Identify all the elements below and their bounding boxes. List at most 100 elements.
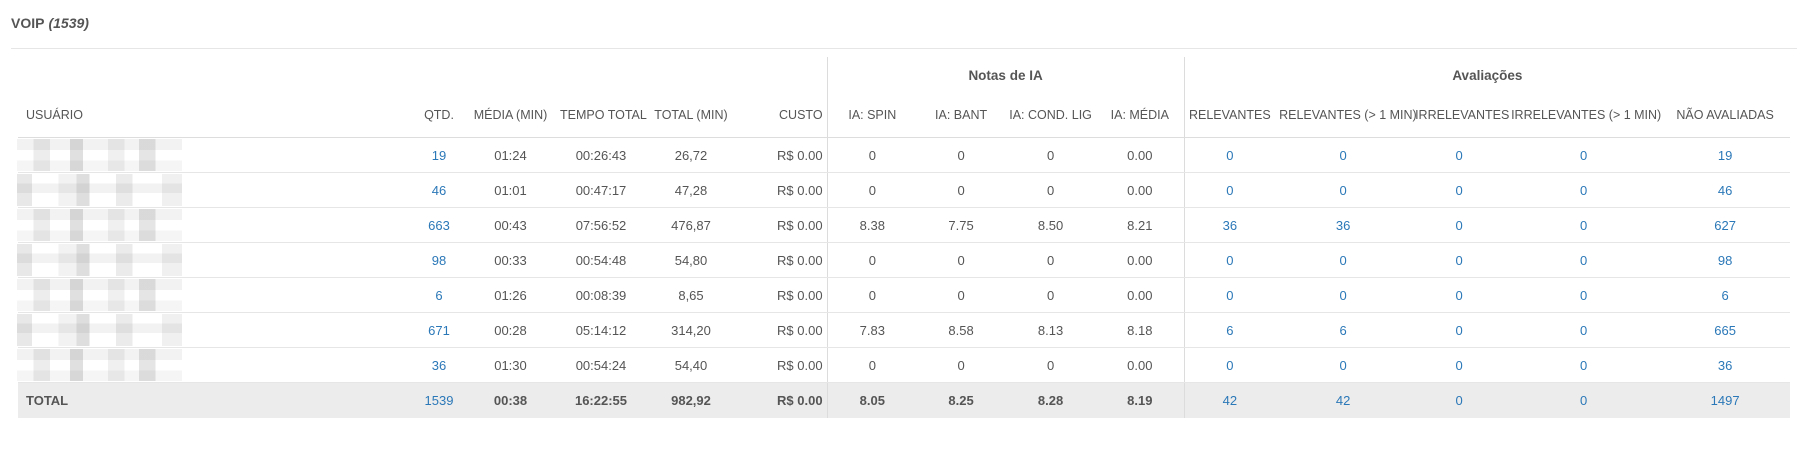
- tempo-total-cell: 07:56:52: [556, 207, 646, 243]
- redacted-avatar-name: [17, 209, 182, 241]
- nao-avaliadas-link[interactable]: 6: [1660, 277, 1791, 313]
- irrelevantes-link[interactable]: 0: [1411, 242, 1508, 278]
- col-header-ia-bant[interactable]: IA: BANT: [917, 93, 1006, 138]
- total-row: TOTAL 1539 00:38 16:22:55 982,92 R$ 0.00 8.05 8…: [18, 382, 1791, 418]
- relevantes-link[interactable]: 0: [1183, 172, 1276, 208]
- total-min-cell: 47,28: [646, 172, 736, 208]
- col-header-irrelevantes[interactable]: IRRELEVANTES: [1411, 93, 1509, 138]
- qtd-link[interactable]: 663: [413, 207, 465, 243]
- irrelevantes-link[interactable]: 0: [1411, 347, 1508, 383]
- qtd-link[interactable]: 19: [413, 137, 465, 173]
- col-header-tempo-total[interactable]: TEMPO TOTAL: [556, 93, 647, 138]
- irrelevantes-1min-link[interactable]: 0: [1507, 172, 1661, 208]
- col-header-media[interactable]: MÉDIA (MIN): [465, 93, 556, 138]
- tempo-total-cell: 16:22:55: [556, 382, 646, 418]
- voip-table: Notas de IA Avaliações USUÁRIO QTD. MÉDI…: [17, 57, 1791, 418]
- custo-cell: R$ 0.00: [736, 382, 828, 418]
- ia-cond-lig-cell: 0: [1005, 137, 1097, 173]
- relevantes-1min-link[interactable]: 0: [1275, 172, 1412, 208]
- redacted-avatar-name: [17, 314, 182, 346]
- relevantes-link[interactable]: 0: [1183, 277, 1276, 313]
- qtd-link[interactable]: 671: [413, 312, 465, 348]
- qtd-link[interactable]: 6: [413, 277, 465, 313]
- panel-title-text: VOIP: [11, 15, 45, 31]
- relevantes-link[interactable]: 42: [1183, 382, 1276, 418]
- ia-media-cell: 8.19: [1096, 382, 1185, 418]
- nao-avaliadas-link[interactable]: 665: [1660, 312, 1791, 348]
- relevantes-link[interactable]: 36: [1183, 207, 1276, 243]
- ia-spin-cell: 0: [826, 277, 918, 313]
- irrelevantes-link[interactable]: 0: [1411, 172, 1508, 208]
- nao-avaliadas-link[interactable]: 46: [1660, 172, 1791, 208]
- group-header-avaliacoes: Avaliações: [1183, 57, 1791, 93]
- relevantes-link[interactable]: 0: [1183, 347, 1276, 383]
- media-cell: 00:33: [465, 242, 556, 278]
- custo-cell: R$ 0.00: [736, 347, 828, 383]
- relevantes-link[interactable]: 6: [1183, 312, 1276, 348]
- col-header-custo[interactable]: CUSTO: [736, 93, 828, 138]
- col-header-usuario[interactable]: USUÁRIO: [18, 93, 413, 138]
- ia-media-cell: 8.21: [1096, 207, 1185, 243]
- col-header-nao-avaliadas[interactable]: NÃO AVALIADAS: [1660, 93, 1791, 138]
- irrelevantes-1min-link[interactable]: 0: [1507, 207, 1661, 243]
- relevantes-1min-link[interactable]: 0: [1275, 137, 1412, 173]
- media-cell: 01:30: [465, 347, 556, 383]
- tempo-total-cell: 00:47:17: [556, 172, 646, 208]
- table-row: 6 01:26 00:08:39 8,65 R$ 0.00 0 0 0 0.00 0 0 0 0 6: [17, 277, 1791, 313]
- nao-avaliadas-link[interactable]: 98: [1660, 242, 1791, 278]
- ia-bant-cell: 8.25: [917, 382, 1006, 418]
- relevantes-1min-link[interactable]: 0: [1275, 277, 1412, 313]
- relevantes-1min-link[interactable]: 0: [1275, 347, 1412, 383]
- col-header-relevantes-1min[interactable]: RELEVANTES (> 1 MIN): [1275, 93, 1417, 138]
- nao-avaliadas-link[interactable]: 19: [1660, 137, 1791, 173]
- qtd-link[interactable]: 46: [413, 172, 465, 208]
- ia-spin-cell: 0: [826, 172, 918, 208]
- irrelevantes-link[interactable]: 0: [1411, 382, 1508, 418]
- table-row: 19 01:24 00:26:43 26,72 R$ 0.00 0 0 0 0.00 0 0 0 0 19: [17, 137, 1791, 173]
- relevantes-1min-link[interactable]: 6: [1275, 312, 1412, 348]
- nao-avaliadas-link[interactable]: 1497: [1660, 382, 1791, 418]
- group-header-row: Notas de IA Avaliações: [18, 57, 1791, 93]
- total-min-cell: 26,72: [646, 137, 736, 173]
- nao-avaliadas-link[interactable]: 627: [1660, 207, 1791, 243]
- col-header-irrelevantes-1min[interactable]: IRRELEVANTES (> 1 MIN): [1507, 93, 1661, 138]
- user-name-redacted: [17, 172, 413, 208]
- relevantes-1min-link[interactable]: 0: [1275, 242, 1412, 278]
- irrelevantes-1min-link[interactable]: 0: [1507, 347, 1661, 383]
- ia-spin-cell: 7.83: [826, 312, 918, 348]
- irrelevantes-1min-link[interactable]: 0: [1507, 382, 1661, 418]
- col-header-total-min[interactable]: TOTAL (MIN): [646, 93, 736, 138]
- col-header-ia-media[interactable]: IA: MÉDIA: [1096, 93, 1185, 138]
- irrelevantes-1min-link[interactable]: 0: [1507, 242, 1661, 278]
- col-header-ia-spin[interactable]: IA: SPIN: [826, 93, 918, 138]
- relevantes-1min-link[interactable]: 36: [1275, 207, 1412, 243]
- irrelevantes-link[interactable]: 0: [1411, 277, 1508, 313]
- qtd-link[interactable]: 1539: [413, 382, 465, 418]
- redacted-avatar-name: [17, 244, 182, 276]
- table-row: 663 00:43 07:56:52 476,87 R$ 0.00 8.38 7.75 8.5…: [17, 207, 1791, 243]
- col-header-ia-cond-lig[interactable]: IA: COND. LIG: [1005, 93, 1097, 138]
- ia-cond-lig-cell: 0: [1005, 242, 1097, 278]
- irrelevantes-1min-link[interactable]: 0: [1507, 312, 1661, 348]
- ia-cond-lig-cell: 0: [1005, 277, 1097, 313]
- tempo-total-cell: 00:26:43: [556, 137, 646, 173]
- user-name-redacted: [17, 242, 413, 278]
- irrelevantes-link[interactable]: 0: [1411, 207, 1508, 243]
- irrelevantes-1min-link[interactable]: 0: [1507, 137, 1661, 173]
- nao-avaliadas-link[interactable]: 36: [1660, 347, 1791, 383]
- irrelevantes-1min-link[interactable]: 0: [1507, 277, 1661, 313]
- qtd-link[interactable]: 98: [413, 242, 465, 278]
- irrelevantes-link[interactable]: 0: [1411, 137, 1508, 173]
- table-row: 98 00:33 00:54:48 54,80 R$ 0.00 0 0 0 0.00 0 0 0 0 98: [17, 242, 1791, 278]
- relevantes-link[interactable]: 0: [1183, 242, 1276, 278]
- tempo-total-cell: 05:14:12: [556, 312, 646, 348]
- redacted-avatar-name: [17, 174, 182, 206]
- irrelevantes-link[interactable]: 0: [1411, 312, 1508, 348]
- custo-cell: R$ 0.00: [736, 207, 828, 243]
- header-divider: [11, 48, 1797, 49]
- relevantes-link[interactable]: 0: [1183, 137, 1276, 173]
- qtd-link[interactable]: 36: [413, 347, 465, 383]
- col-header-qtd[interactable]: QTD.: [413, 93, 465, 138]
- col-header-relevantes[interactable]: RELEVANTES: [1183, 93, 1276, 138]
- relevantes-1min-link[interactable]: 42: [1275, 382, 1412, 418]
